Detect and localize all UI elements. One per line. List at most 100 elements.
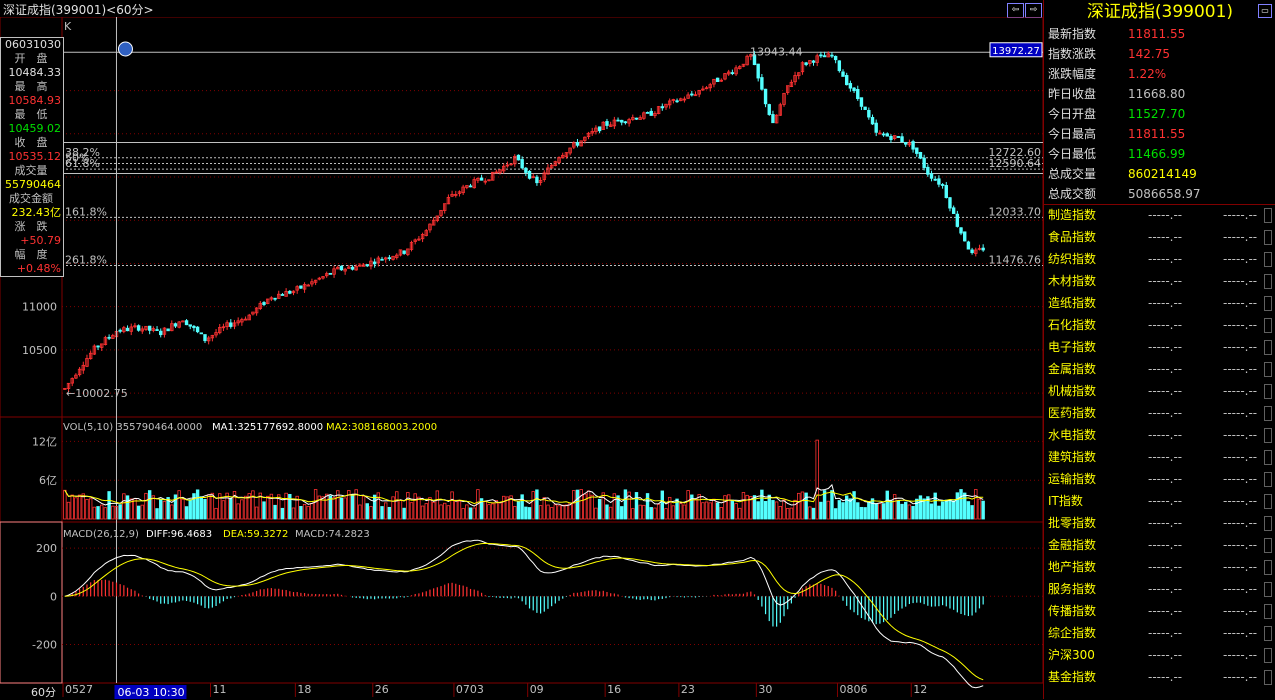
candle [107, 336, 111, 339]
quote-label: 总成交额 [1048, 187, 1097, 201]
candle [383, 257, 388, 260]
sector-toggle-icon[interactable] [1264, 318, 1272, 333]
volume-bar [513, 506, 517, 520]
candle [531, 176, 535, 179]
sector-row[interactable]: 综企指数 -----.-- -----.-- [1048, 622, 1272, 644]
sector-toggle-icon[interactable] [1264, 384, 1272, 399]
candle [623, 121, 628, 124]
sector-row[interactable]: 造纸指数 -----.-- -----.-- [1048, 292, 1272, 314]
candle [664, 103, 668, 108]
sector-toggle-icon[interactable] [1264, 208, 1272, 223]
sector-row[interactable]: 批零指数 -----.-- -----.-- [1048, 512, 1272, 534]
next-arrow-icon[interactable]: ⇨ [1025, 3, 1042, 18]
volume-bar [133, 498, 137, 520]
period-label[interactable]: 60分 [31, 686, 56, 699]
volume-bar [221, 500, 226, 520]
candle [229, 322, 233, 327]
sector-row[interactable]: 食品指数 -----.-- -----.-- [1048, 226, 1272, 248]
prev-arrow-icon[interactable]: ⇦ [1007, 3, 1024, 18]
sector-toggle-icon[interactable] [1264, 362, 1272, 377]
sector-toggle-icon[interactable] [1264, 450, 1272, 465]
sector-row[interactable]: 地产指数 -----.-- -----.-- [1048, 556, 1272, 578]
candle [461, 186, 465, 194]
volume-bar [608, 506, 613, 520]
sector-toggle-icon[interactable] [1264, 406, 1272, 421]
sector-row[interactable]: 运输指数 -----.-- -----.-- [1048, 468, 1272, 490]
sector-row[interactable]: 金属指数 -----.-- -----.-- [1048, 358, 1272, 380]
price-tick-label: 11000 [22, 301, 57, 314]
sector-value: -----.-- [1148, 384, 1183, 398]
volume-bar [343, 497, 347, 520]
candle [535, 176, 539, 184]
restore-icon[interactable]: ▭ [1258, 4, 1272, 18]
candle [616, 119, 620, 122]
volume-bar [778, 506, 783, 520]
candle [889, 135, 893, 141]
sector-row[interactable]: IT指数 -----.-- -----.-- [1048, 490, 1272, 512]
sector-row[interactable]: 石化指数 -----.-- -----.-- [1048, 314, 1272, 336]
sector-toggle-icon[interactable] [1264, 252, 1272, 267]
sector-toggle-icon[interactable] [1264, 274, 1272, 289]
volume-bar [561, 504, 565, 520]
sector-row[interactable]: 制造指数 -----.-- -----.-- [1048, 204, 1272, 226]
candle [785, 85, 790, 93]
sector-row[interactable]: 木材指数 -----.-- -----.-- [1048, 270, 1272, 292]
volume-bar [66, 501, 71, 520]
sector-toggle-icon[interactable] [1264, 648, 1272, 663]
volume-bar [302, 503, 307, 520]
sector-row[interactable]: 建筑指数 -----.-- -----.-- [1048, 446, 1272, 468]
candle [177, 321, 181, 328]
info-volume-value: 55790464 [5, 178, 61, 191]
volume-bar [815, 439, 819, 520]
volume-bar [118, 504, 122, 520]
candle [804, 62, 808, 65]
sector-toggle-icon[interactable] [1264, 626, 1272, 641]
sector-row[interactable]: 金融指数 -----.-- -----.-- [1048, 534, 1272, 556]
candle [848, 83, 853, 89]
sector-row[interactable]: 沪深300 -----.-- -----.-- [1048, 644, 1272, 666]
x-tick-label: 12 [913, 683, 927, 696]
quote-title: 深证成指(399001) [1086, 2, 1234, 22]
sector-row[interactable]: 服务指数 -----.-- -----.-- [1048, 578, 1272, 600]
sector-toggle-icon[interactable] [1264, 538, 1272, 553]
candle [446, 197, 451, 205]
candle [210, 334, 215, 339]
volume-bar [538, 505, 543, 520]
sector-change: -----.-- [1223, 494, 1258, 508]
macd-axis-frame [0, 521, 63, 684]
candle [527, 170, 532, 179]
sector-toggle-icon[interactable] [1264, 296, 1272, 311]
candle [118, 329, 122, 332]
candle [354, 266, 358, 271]
sector-value: -----.-- [1148, 582, 1183, 596]
sector-value: -----.-- [1148, 516, 1183, 530]
volume-bar [911, 506, 915, 520]
sector-row[interactable]: 机械指数 -----.-- -----.-- [1048, 380, 1272, 402]
sector-toggle-icon[interactable] [1264, 604, 1272, 619]
sector-row[interactable]: 医药指数 -----.-- -----.-- [1048, 402, 1272, 424]
sector-row[interactable]: 纺织指数 -----.-- -----.-- [1048, 248, 1272, 270]
sector-row[interactable]: 电子指数 -----.-- -----.-- [1048, 336, 1272, 358]
sector-toggle-icon[interactable] [1264, 670, 1272, 685]
candle [162, 327, 167, 335]
chart-area[interactable]: K 10500 11000 38.2% 12722.60 50%61.8% 12590.64… [0, 17, 1043, 699]
sector-row[interactable]: 传播指数 -----.-- -----.-- [1048, 600, 1272, 622]
sector-toggle-icon[interactable] [1264, 340, 1272, 355]
sector-toggle-icon[interactable] [1264, 560, 1272, 575]
sector-change: -----.-- [1223, 274, 1258, 288]
candle [538, 180, 543, 183]
sector-change: -----.-- [1223, 472, 1258, 486]
sector-toggle-icon[interactable] [1264, 516, 1272, 531]
sector-toggle-icon[interactable] [1264, 494, 1272, 509]
sector-toggle-icon[interactable] [1264, 230, 1272, 245]
sector-toggle-icon[interactable] [1264, 428, 1272, 443]
x-tick-label: 0527 [65, 683, 93, 696]
sector-toggle-icon[interactable] [1264, 582, 1272, 597]
sector-toggle-icon[interactable] [1264, 472, 1272, 487]
volume-bar [284, 492, 288, 520]
volume-bar [645, 493, 650, 520]
candle [468, 185, 473, 188]
sector-row[interactable]: 水电指数 -----.-- -----.-- [1048, 424, 1272, 446]
volume-bar [247, 493, 251, 520]
sector-row[interactable]: 基金指数 -----.-- -----.-- [1048, 666, 1272, 688]
